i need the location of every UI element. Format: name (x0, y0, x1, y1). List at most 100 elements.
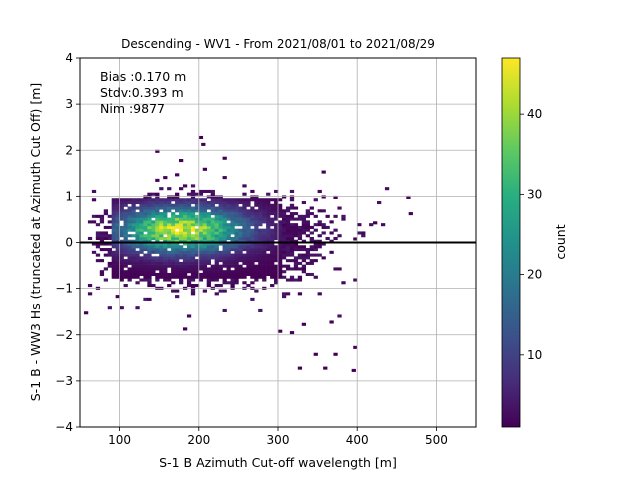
heatmap-cell (175, 248, 180, 252)
heatmap-cell (222, 203, 227, 207)
heatmap-cell (175, 236, 180, 241)
heatmap-cell (226, 203, 231, 207)
y-tick-label: −1 (55, 282, 73, 296)
heatmap-cell (254, 264, 259, 268)
heatmap-cell (159, 267, 164, 271)
heatmap-cell (202, 203, 208, 207)
heatmap-cell (182, 272, 188, 277)
heatmap-cell (226, 236, 231, 241)
heatmap-cell (103, 242, 109, 246)
heatmap-cell (135, 275, 140, 279)
heatmap-cell (135, 242, 140, 246)
heatmap-cell (266, 236, 271, 241)
heatmap-cell (262, 203, 267, 207)
heatmap-cell (182, 261, 188, 265)
heatmap-cell (127, 225, 132, 229)
heatmap-cell (250, 267, 255, 271)
heatmap-cell (274, 234, 279, 238)
heatmap-cell (206, 234, 211, 238)
heatmap-cell (175, 270, 180, 274)
x-tick-label: 300 (267, 433, 290, 447)
heatmap-cell (159, 275, 164, 279)
heatmap-cell (182, 275, 188, 279)
heatmap-cell (230, 261, 235, 265)
heatmap-cell (281, 292, 287, 296)
heatmap-cell (175, 234, 180, 238)
heatmap-cell (131, 259, 136, 263)
heatmap-cell (190, 206, 196, 210)
heatmap-cell (139, 248, 144, 252)
heatmap-cell (175, 259, 180, 263)
heatmap-cell (179, 253, 184, 257)
heatmap-cell (175, 206, 180, 210)
heatmap-cell (179, 231, 184, 235)
heatmap-cell (171, 198, 176, 202)
heatmap-cell (210, 200, 215, 205)
heatmap-cell (289, 248, 295, 252)
heatmap-cell (115, 264, 120, 268)
heatmap-cell (293, 261, 299, 265)
heatmap-cell (190, 242, 196, 246)
heatmap-cell (214, 195, 219, 199)
heatmap-cell (270, 228, 275, 232)
heatmap-cell (159, 228, 164, 232)
heatmap-cell (242, 198, 247, 202)
heatmap-cell (111, 217, 116, 221)
heatmap-cell (218, 228, 223, 232)
heatmap-cell (171, 264, 176, 268)
heatmap-cell (135, 239, 140, 243)
heatmap-cell (202, 275, 208, 279)
heatmap-cell (151, 264, 156, 268)
heatmap-cell (301, 231, 307, 235)
heatmap-cell (238, 250, 243, 254)
heatmap-cell (274, 214, 279, 218)
heatmap-cell (246, 284, 251, 288)
heatmap-cell (175, 253, 180, 257)
heatmap-cell (135, 228, 140, 232)
heatmap-cell (278, 228, 283, 232)
heatmap-cell (163, 228, 168, 232)
heatmap-cell (147, 206, 152, 210)
heatmap-cell (99, 236, 105, 241)
heatmap-cell (159, 270, 164, 274)
heatmap-cell (139, 206, 144, 210)
heatmap-cell (111, 231, 116, 235)
heatmap-cell (242, 206, 247, 210)
heatmap-cell (139, 242, 144, 246)
heatmap-cell (270, 209, 275, 213)
heatmap-cell (111, 214, 116, 218)
heatmap-cell (333, 214, 338, 218)
heatmap-cell (163, 223, 168, 227)
heatmap-cell (246, 212, 251, 216)
heatmap-cell (270, 253, 275, 257)
heatmap-cell (143, 228, 148, 232)
heatmap-cell (111, 264, 116, 268)
heatmap-cell (135, 212, 140, 216)
heatmap-cell (143, 248, 148, 252)
heatmap-cell (222, 281, 227, 285)
heatmap-cell (107, 242, 112, 246)
heatmap-cell (123, 284, 128, 288)
heatmap-cell (151, 267, 156, 271)
heatmap-cell (182, 253, 188, 257)
heatmap-cell (179, 261, 184, 265)
heatmap-cell (91, 214, 97, 218)
heatmap-cell (218, 203, 223, 207)
heatmap-cell (210, 236, 215, 241)
heatmap-cell (182, 270, 188, 274)
heatmap-cell (95, 253, 101, 257)
heatmap-cell (206, 225, 211, 229)
heatmap-cell (198, 231, 204, 235)
heatmap-cell (254, 245, 259, 249)
heatmap-cell (234, 206, 239, 210)
heatmap-cell (131, 200, 136, 205)
heatmap-cell (250, 264, 255, 268)
heatmap-cell (278, 236, 283, 241)
heatmap-cell (143, 212, 148, 216)
heatmap-cell (266, 209, 271, 213)
heatmap-outlier-cell (333, 195, 338, 199)
heatmap-cell (254, 200, 259, 205)
heatmap-cell (210, 245, 215, 249)
heatmap-cell (238, 231, 243, 235)
